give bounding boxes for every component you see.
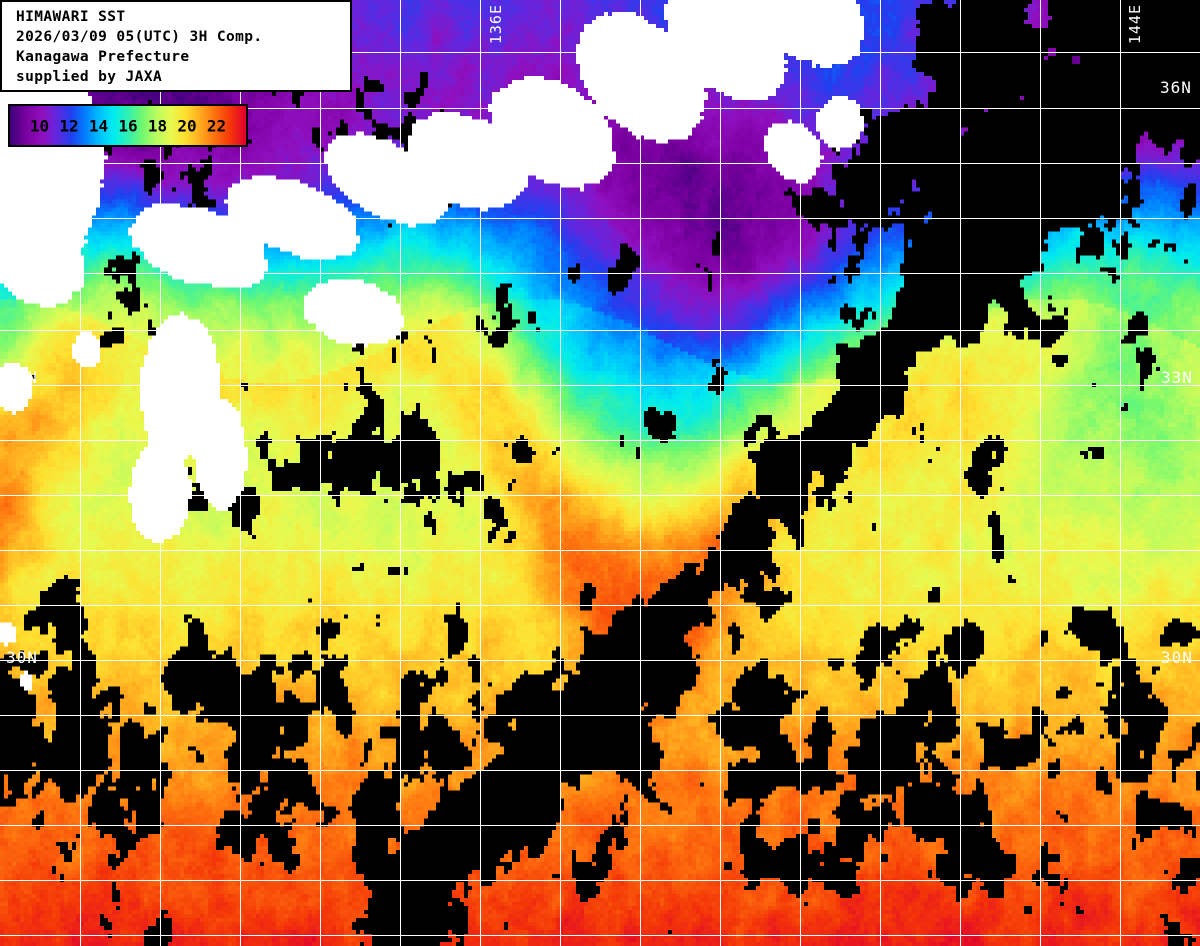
sst-colorbar: 10 12 14 16 18 20 22 [8, 104, 248, 147]
colorbar-tick-14: 14 [88, 116, 109, 135]
caption-provider-org: Kanagawa Prefecture [16, 49, 190, 65]
caption-provider-source: supplied by JAXA [16, 69, 163, 85]
colorbar-tick-12: 12 [59, 116, 79, 135]
colorbar-tick-20: 20 [177, 116, 197, 135]
caption-title: HIMAWARI SST [16, 9, 126, 25]
colorbar-tick-16: 16 [118, 116, 138, 135]
colorbar-tick-labels: 10 12 14 16 18 20 22 [10, 106, 246, 145]
caption-datetime: 2026/03/09 05(UTC) 3H Comp. [16, 29, 263, 45]
colorbar-gradient [10, 106, 246, 145]
colorbar-tick-22: 22 [206, 116, 227, 135]
colorbar-tick-10: 10 [29, 116, 50, 135]
caption-box: HIMAWARI SST 2026/03/09 05(UTC) 3H Comp.… [0, 0, 352, 92]
colorbar-tick-18: 18 [147, 116, 168, 135]
